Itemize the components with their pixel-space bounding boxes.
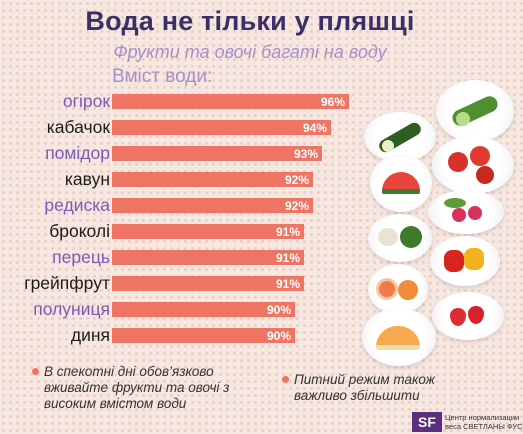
bar-value-label: 91% — [276, 251, 300, 265]
bullet-icon — [282, 376, 289, 383]
note-right-text: Питний режим також важливо збільшити — [294, 372, 435, 403]
bar-4 — [112, 198, 313, 213]
bar-value-label: 91% — [276, 277, 300, 291]
zucchini-icon — [364, 112, 436, 162]
category-label: диня — [70, 325, 110, 345]
category-label: броколі — [49, 221, 110, 241]
bar-2 — [112, 146, 322, 161]
note-left: В спекотні дні обов’язково вживайте фрук… — [32, 364, 240, 412]
category-label: кабачок — [46, 117, 110, 137]
chart-title: Вміст води: — [112, 66, 213, 87]
bar-value-label: 92% — [285, 173, 309, 187]
broccoli-icon — [368, 214, 432, 262]
bar-1 — [112, 120, 331, 135]
bar-5 — [112, 224, 304, 239]
tomato-icon — [432, 136, 514, 194]
bar-0 — [112, 94, 349, 109]
note-right: Питний режим також важливо збільшити — [282, 372, 464, 404]
radish-icon — [428, 190, 504, 234]
pepper-icon — [430, 236, 500, 286]
brand-caption: Центр нормализации веса СВЕТЛАНЫ ФУС — [445, 413, 523, 431]
bar-value-label: 94% — [303, 121, 327, 135]
melon-icon — [362, 308, 436, 366]
category-label: грейпфрут — [24, 273, 110, 293]
category-label: помідор — [45, 143, 110, 163]
category-label: полуниця — [33, 299, 110, 319]
bar-chart: 96% 94% 93% 92% 92% 91% 91% 91% 90% 90% — [112, 94, 349, 343]
page-title: Вода не тільки у пляшці — [85, 6, 415, 36]
note-left-text: В спекотні дні обов’язково вживайте фрук… — [44, 364, 230, 411]
bar-value-label: 96% — [321, 95, 345, 109]
watermelon-icon — [370, 154, 432, 212]
cucumber-icon — [436, 80, 514, 142]
bar-7 — [112, 276, 304, 291]
bar-6 — [112, 250, 304, 265]
bar-8 — [112, 302, 295, 317]
brand-logo: SF — [412, 412, 442, 432]
bar-value-label: 91% — [276, 225, 300, 239]
category-label: огірок — [62, 91, 110, 111]
bullet-icon — [32, 368, 39, 375]
category-label: перець — [52, 247, 110, 267]
category-label: редиска — [44, 195, 110, 215]
bar-value-label: 92% — [285, 199, 309, 213]
bar-9 — [112, 328, 295, 343]
bar-value-label: 90% — [267, 303, 291, 317]
bar-3 — [112, 172, 313, 187]
category-label: кавун — [64, 169, 110, 189]
page-subtitle: Фрукти та овочі багаті на воду — [113, 42, 387, 62]
strawberry-icon — [432, 292, 504, 340]
bar-value-label: 90% — [267, 329, 291, 343]
bar-value-label: 93% — [294, 147, 318, 161]
grapefruit-icon — [368, 264, 428, 314]
